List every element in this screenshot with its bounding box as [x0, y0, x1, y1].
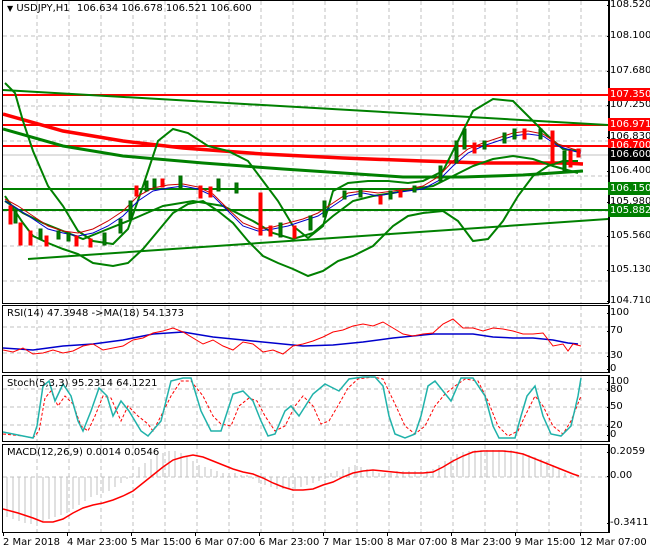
- price-tick: 107.680: [606, 65, 650, 76]
- stochastic-panel[interactable]: Stoch(5,3,3) 95.2314 64.1221: [2, 375, 609, 442]
- rsi-tick: 70: [607, 325, 623, 336]
- ohlc-values: 106.634 106.678 106.521 106.600: [76, 3, 252, 14]
- rsi-tick: 100: [606, 307, 630, 318]
- candles-red: [8, 128, 581, 248]
- price-tick: 107.250: [606, 99, 650, 110]
- rsi-panel[interactable]: RSI(14) 47.3948 ->MA(18) 54.1373: [2, 305, 609, 373]
- stoch-chart-svg: [3, 376, 608, 441]
- price-tick: 106.830: [606, 131, 650, 142]
- price-label-support-1: 106.150: [608, 182, 650, 195]
- price-tick: 104.710: [606, 295, 650, 306]
- rsi-tick: 30: [607, 350, 623, 361]
- macd-title: MACD(12,26,9) 0.0014 0.0546: [7, 447, 160, 458]
- price-tick: 108.520: [606, 0, 650, 10]
- time-label: 7 Mar 15:00: [323, 533, 384, 548]
- symbol-timeframe: USDJPY,H1: [16, 3, 70, 14]
- time-axis: 2 Mar 2018 4 Mar 23:00 5 Mar 15:00 6 Mar…: [0, 533, 647, 550]
- price-tick: 105.560: [606, 230, 650, 241]
- triangle-down-icon[interactable]: ▼: [7, 4, 14, 13]
- macd-tick: 0.2059: [607, 446, 645, 457]
- rsi-tick: 0: [606, 363, 617, 374]
- rsi-chart-svg: [3, 306, 608, 372]
- chart-title: ▼ USDJPY,H1 106.634 106.678 106.521 106.…: [7, 3, 252, 14]
- macd-panel[interactable]: MACD(12,26,9) 0.0014 0.0546: [2, 444, 609, 533]
- macd-chart-svg: [3, 445, 608, 532]
- rsi-axis: 100 70 30 0: [606, 305, 650, 374]
- price-label-support-2: 105.882: [608, 204, 650, 217]
- macd-axis: 0.2059 0.00 -0.3411: [606, 444, 650, 533]
- stoch-tick: 20: [607, 420, 623, 431]
- macd-histogram: [6, 450, 578, 524]
- stoch-tick: 50: [607, 401, 623, 412]
- time-label: 9 Mar 15:00: [515, 533, 576, 548]
- stoch-axis: 100 80 50 20 0: [606, 375, 650, 442]
- time-label: 6 Mar 07:00: [195, 533, 256, 548]
- stoch-title: Stoch(5,3,3) 95.2314 64.1221: [7, 378, 158, 389]
- macd-tick: -0.3411: [607, 517, 649, 528]
- time-label: 8 Mar 23:00: [451, 533, 512, 548]
- time-label: 6 Mar 23:00: [259, 533, 320, 548]
- current-price-label: 106.600: [608, 148, 650, 161]
- price-axis: 108.520 108.100 107.680 107.250 106.830 …: [606, 0, 650, 306]
- time-label: 2 Mar 2018: [3, 533, 61, 548]
- price-tick: 105.980: [606, 196, 650, 207]
- price-label-resistance-2: 106.971: [608, 118, 650, 131]
- stoch-tick: 0: [606, 429, 617, 440]
- stoch-tick: 100: [606, 376, 630, 387]
- price-chart-svg: [3, 1, 608, 303]
- time-label: 8 Mar 07:00: [387, 533, 448, 548]
- main-price-panel[interactable]: ▼ USDJPY,H1 106.634 106.678 106.521 106.…: [2, 0, 609, 304]
- price-label-resistance-1: 107.350: [608, 88, 650, 101]
- time-label: 12 Mar 07:00: [580, 533, 647, 548]
- macd-signal-line: [3, 450, 580, 523]
- rsi-title: RSI(14) 47.3948 ->MA(18) 54.1373: [7, 308, 184, 319]
- price-tick: 106.400: [606, 165, 650, 176]
- price-tick: 108.100: [606, 30, 650, 41]
- candles-green: [13, 128, 567, 246]
- stoch-tick: 80: [607, 384, 623, 395]
- time-label: 4 Mar 23:00: [67, 533, 128, 548]
- price-tick: 105.130: [606, 264, 650, 275]
- macd-tick: 0.00: [606, 470, 633, 481]
- time-label: 5 Mar 15:00: [131, 533, 192, 548]
